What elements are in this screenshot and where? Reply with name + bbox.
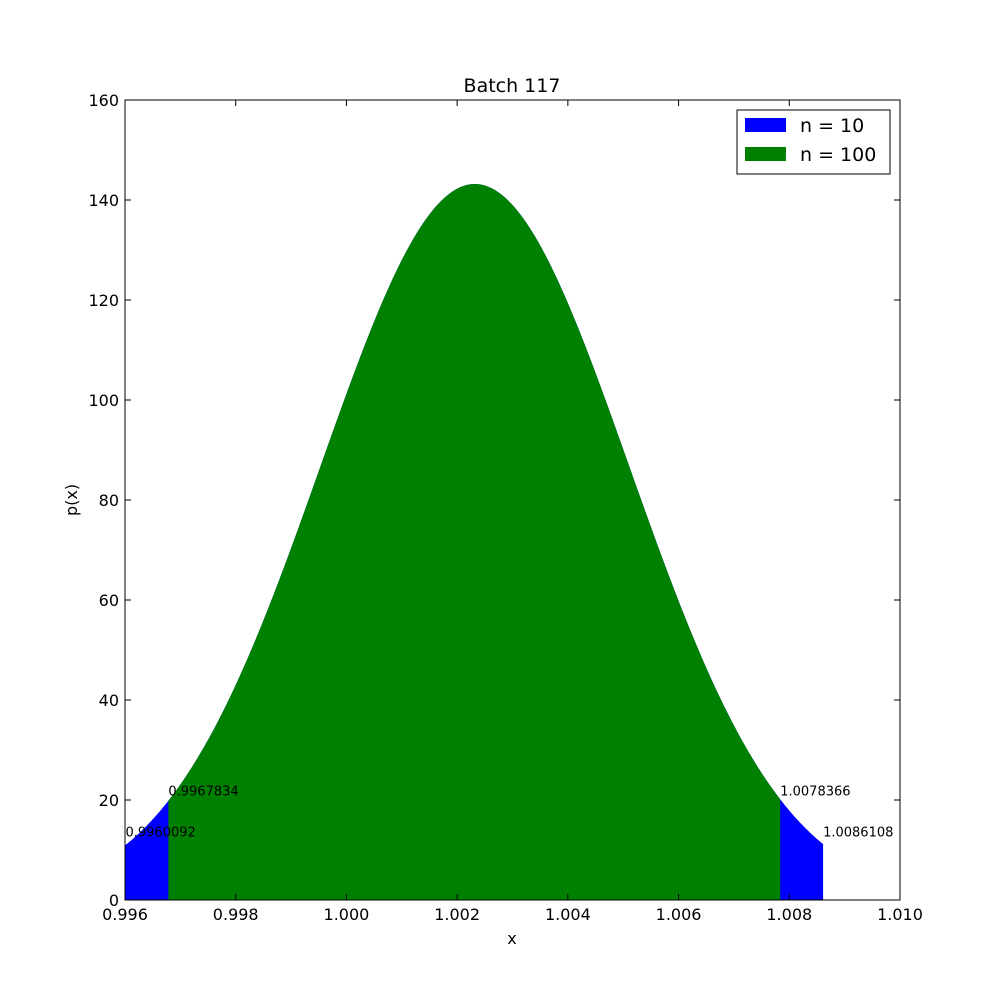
legend: n = 10 n = 100: [736, 109, 891, 175]
y-tick-label: 100: [88, 391, 119, 410]
y-tick-label: 20: [99, 791, 119, 810]
x-tick-label: 0.998: [213, 905, 259, 924]
annotation-label: 1.0086108: [823, 826, 893, 841]
x-tick-label: 1.008: [766, 905, 812, 924]
legend-label-n10: n = 10: [800, 115, 864, 137]
annotation-label: 0.9960092: [126, 826, 196, 841]
y-axis-label: p(x): [62, 484, 81, 516]
x-tick-label: 0.996: [102, 905, 148, 924]
plot-areas: [125, 184, 824, 900]
annotation-label: 1.0078366: [780, 785, 850, 800]
y-tick-label: 0: [109, 891, 119, 910]
chart-title: Batch 117: [464, 75, 561, 97]
x-tick-label: 1.006: [656, 905, 702, 924]
area-series-1: [168, 184, 781, 900]
x-tick-label: 1.000: [324, 905, 370, 924]
legend-swatch-n100: [745, 147, 786, 161]
y-tick-label: 160: [88, 91, 119, 110]
y-tick-label: 140: [88, 191, 119, 210]
x-tick-label: 1.010: [877, 905, 923, 924]
x-axis-ticks: 0.996 0.998 1.000 1.002 1.004 1.006 1.008 1.010: [102, 100, 923, 924]
annotation-label: 0.9967834: [168, 785, 238, 800]
x-axis-label: x: [507, 929, 516, 948]
y-axis-ticks: 0 20 40 60 80 100 120 140 160: [88, 91, 900, 910]
y-tick-label: 40: [99, 691, 119, 710]
y-tick-label: 80: [99, 491, 119, 510]
legend-label-n100: n = 100: [800, 144, 876, 166]
legend-swatch-n10: [745, 118, 786, 132]
y-tick-label: 60: [99, 591, 119, 610]
y-tick-label: 120: [88, 291, 119, 310]
x-tick-label: 1.004: [545, 905, 591, 924]
x-tick-label: 1.002: [434, 905, 480, 924]
annotations: 0.9960092 0.9967834 1.0078366 1.0086108: [126, 785, 894, 841]
